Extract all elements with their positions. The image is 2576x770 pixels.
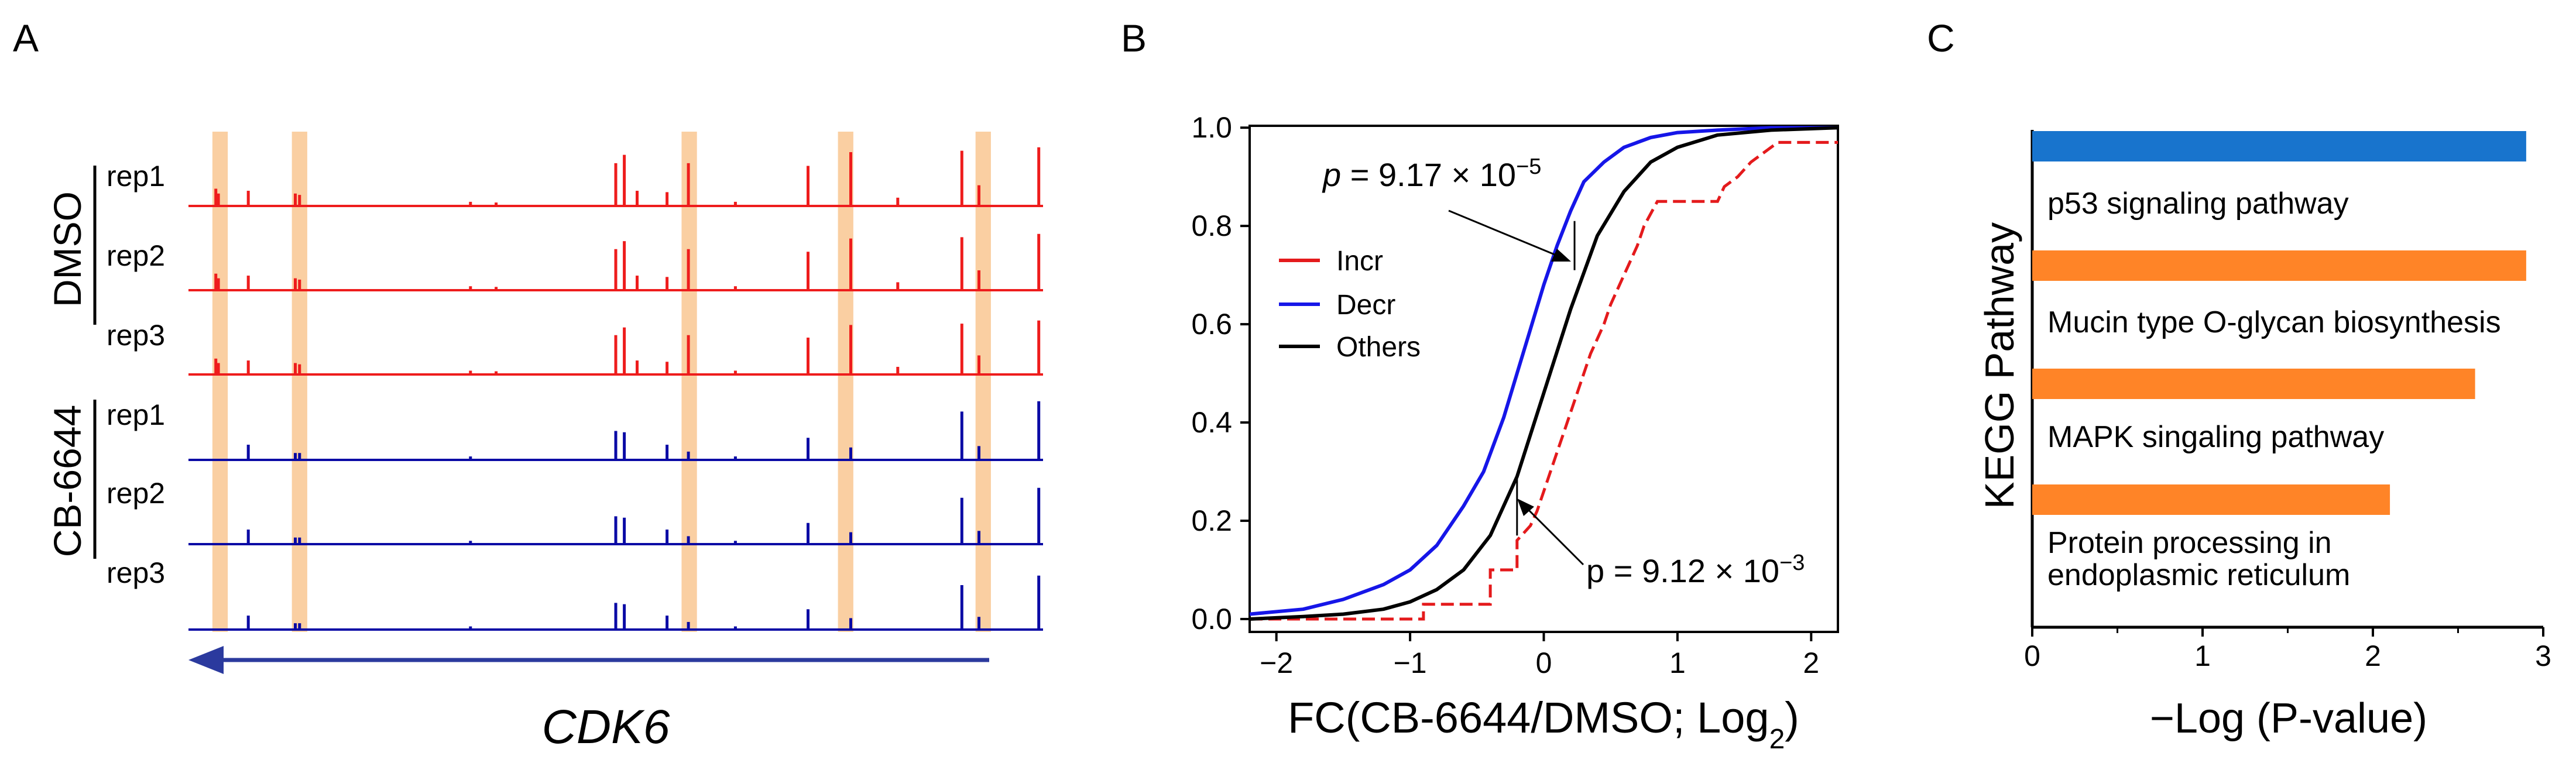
significance-brackets	[1516, 221, 1576, 536]
annotation-top-exp: −5	[1516, 154, 1541, 179]
kegg-labels: p53 signaling pathway Mucin type O-glycan…	[2047, 187, 2501, 592]
annotation-top-p: p	[1322, 156, 1341, 193]
panel-b: B −2 −1 0 1 2 0.0 0.2 0.4 0.6 0.8 1.0 Incr Decr Othe…	[1121, 16, 1839, 755]
x-tick-label: −1	[1394, 647, 1427, 679]
highlight-column-2	[291, 132, 307, 632]
rep-label-dmso-2: rep2	[107, 239, 165, 272]
rep-label-cb-2: rep2	[107, 477, 165, 510]
y-tick-label: 1.0	[1191, 111, 1232, 144]
x-tick-label: 0	[2024, 640, 2040, 672]
y-tick-label: 0.2	[1191, 504, 1232, 537]
category-label-2: Mucin type O-glycan biosynthesis	[2047, 305, 2501, 339]
highlight-column-4	[838, 132, 853, 632]
annotation-bottom-exp: −3	[1779, 551, 1805, 575]
legend-label-incr: Incr	[1336, 246, 1383, 277]
y-tick-label: 0.4	[1191, 406, 1232, 439]
x-tick-label: 2	[1803, 647, 1819, 679]
bar-4	[2032, 484, 2390, 515]
genome-tracks	[188, 147, 1043, 631]
rep-label-cb-3: rep3	[107, 556, 165, 589]
x-tick-label: −2	[1260, 647, 1293, 679]
series-incr	[1250, 140, 1838, 621]
y-axis-label: KEGG Pathway	[1977, 222, 2022, 509]
x-tick-label: 1	[2194, 640, 2211, 672]
rep-label-cb-1: rep1	[107, 398, 165, 431]
panel-a-letter: A	[13, 16, 39, 60]
rep-label-dmso-3: rep3	[107, 319, 165, 352]
category-label-4: Protein processing in	[2047, 526, 2332, 560]
legend-label-decr: Decr	[1336, 290, 1395, 321]
rep-label-dmso-1: rep1	[107, 160, 165, 192]
category-label-1: p53 signaling pathway	[2047, 187, 2349, 221]
track-labels: DMSO CB-6644 rep1 rep2 rep3 rep1 rep2 re…	[46, 160, 165, 589]
series-others	[1249, 126, 1838, 621]
gene-arrow-head	[188, 646, 224, 674]
annotation-bottom-p: p	[1586, 552, 1604, 589]
x-axis-label: FC(CB-6644/DMSO; Log2)	[1288, 693, 1799, 755]
x-tick-label: 3	[2535, 640, 2551, 672]
panel-c-letter: C	[1927, 16, 1955, 60]
panel-b-letter: B	[1121, 16, 1147, 60]
category-label-4: endoplasmic reticulum	[2047, 558, 2350, 592]
x-tick-label: 1	[1669, 647, 1686, 679]
x-axis-label-main: FC(CB-6644/DMSO; Log	[1288, 693, 1769, 742]
annotation-top-value: = 9.17 × 10	[1341, 156, 1516, 193]
cdf-axes: −2 −1 0 1 2 0.0 0.2 0.4 0.6 0.8 1.0	[1191, 111, 1819, 679]
bar-3	[2032, 369, 2475, 399]
series-decr	[1249, 126, 1838, 616]
group-label-cb6644: CB-6644	[46, 405, 89, 558]
highlight-column-1	[212, 132, 228, 632]
cdf-series	[1249, 126, 1838, 621]
highlight-column-3	[681, 132, 697, 632]
annotation-bottom-arrowhead	[1517, 499, 1534, 516]
gene-name: CDK6	[542, 700, 670, 754]
panel-c: C 0 1 2 3 p53 signaling pathway Mucin type O…	[1927, 16, 2551, 742]
kegg-ticks: 0 1 2 3	[2024, 627, 2551, 672]
annotation-bottom-arrow	[1519, 501, 1584, 566]
annotation-bottom: p = 9.12 × 10−3	[1586, 551, 1805, 589]
x-axis-label-sub: 2	[1769, 724, 1785, 755]
cdf-legend: Incr Decr Others	[1279, 246, 1421, 363]
category-label-3: MAPK singaling pathway	[2047, 420, 2384, 454]
kegg-bars	[2032, 131, 2526, 515]
y-tick-label: 0.0	[1191, 603, 1232, 635]
y-tick-label: 0.6	[1191, 308, 1232, 341]
group-label-dmso: DMSO	[46, 191, 89, 307]
highlight-columns	[212, 132, 991, 632]
annotation-top: p = 9.17 × 10−5	[1322, 154, 1541, 193]
bar-1	[2032, 131, 2526, 161]
highlight-column-5	[975, 132, 991, 632]
annotation-top-arrowhead	[1551, 249, 1571, 262]
x-axis-label-tail: )	[1785, 693, 1799, 742]
annotation-top-arrow	[1448, 209, 1569, 262]
panel-a: A DMSO CB-6644 rep1 rep2 rep3 rep1 rep2 …	[13, 16, 1043, 754]
x-tick-label: 0	[1536, 647, 1552, 679]
x-tick-label: 2	[2365, 640, 2381, 672]
bar-2	[2032, 250, 2526, 281]
y-tick-label: 0.8	[1191, 209, 1232, 242]
x-axis-label-c: −Log (P-value)	[2150, 695, 2427, 742]
legend-label-others: Others	[1336, 332, 1421, 363]
annotation-bottom-value: = 9.12 × 10	[1604, 552, 1779, 589]
